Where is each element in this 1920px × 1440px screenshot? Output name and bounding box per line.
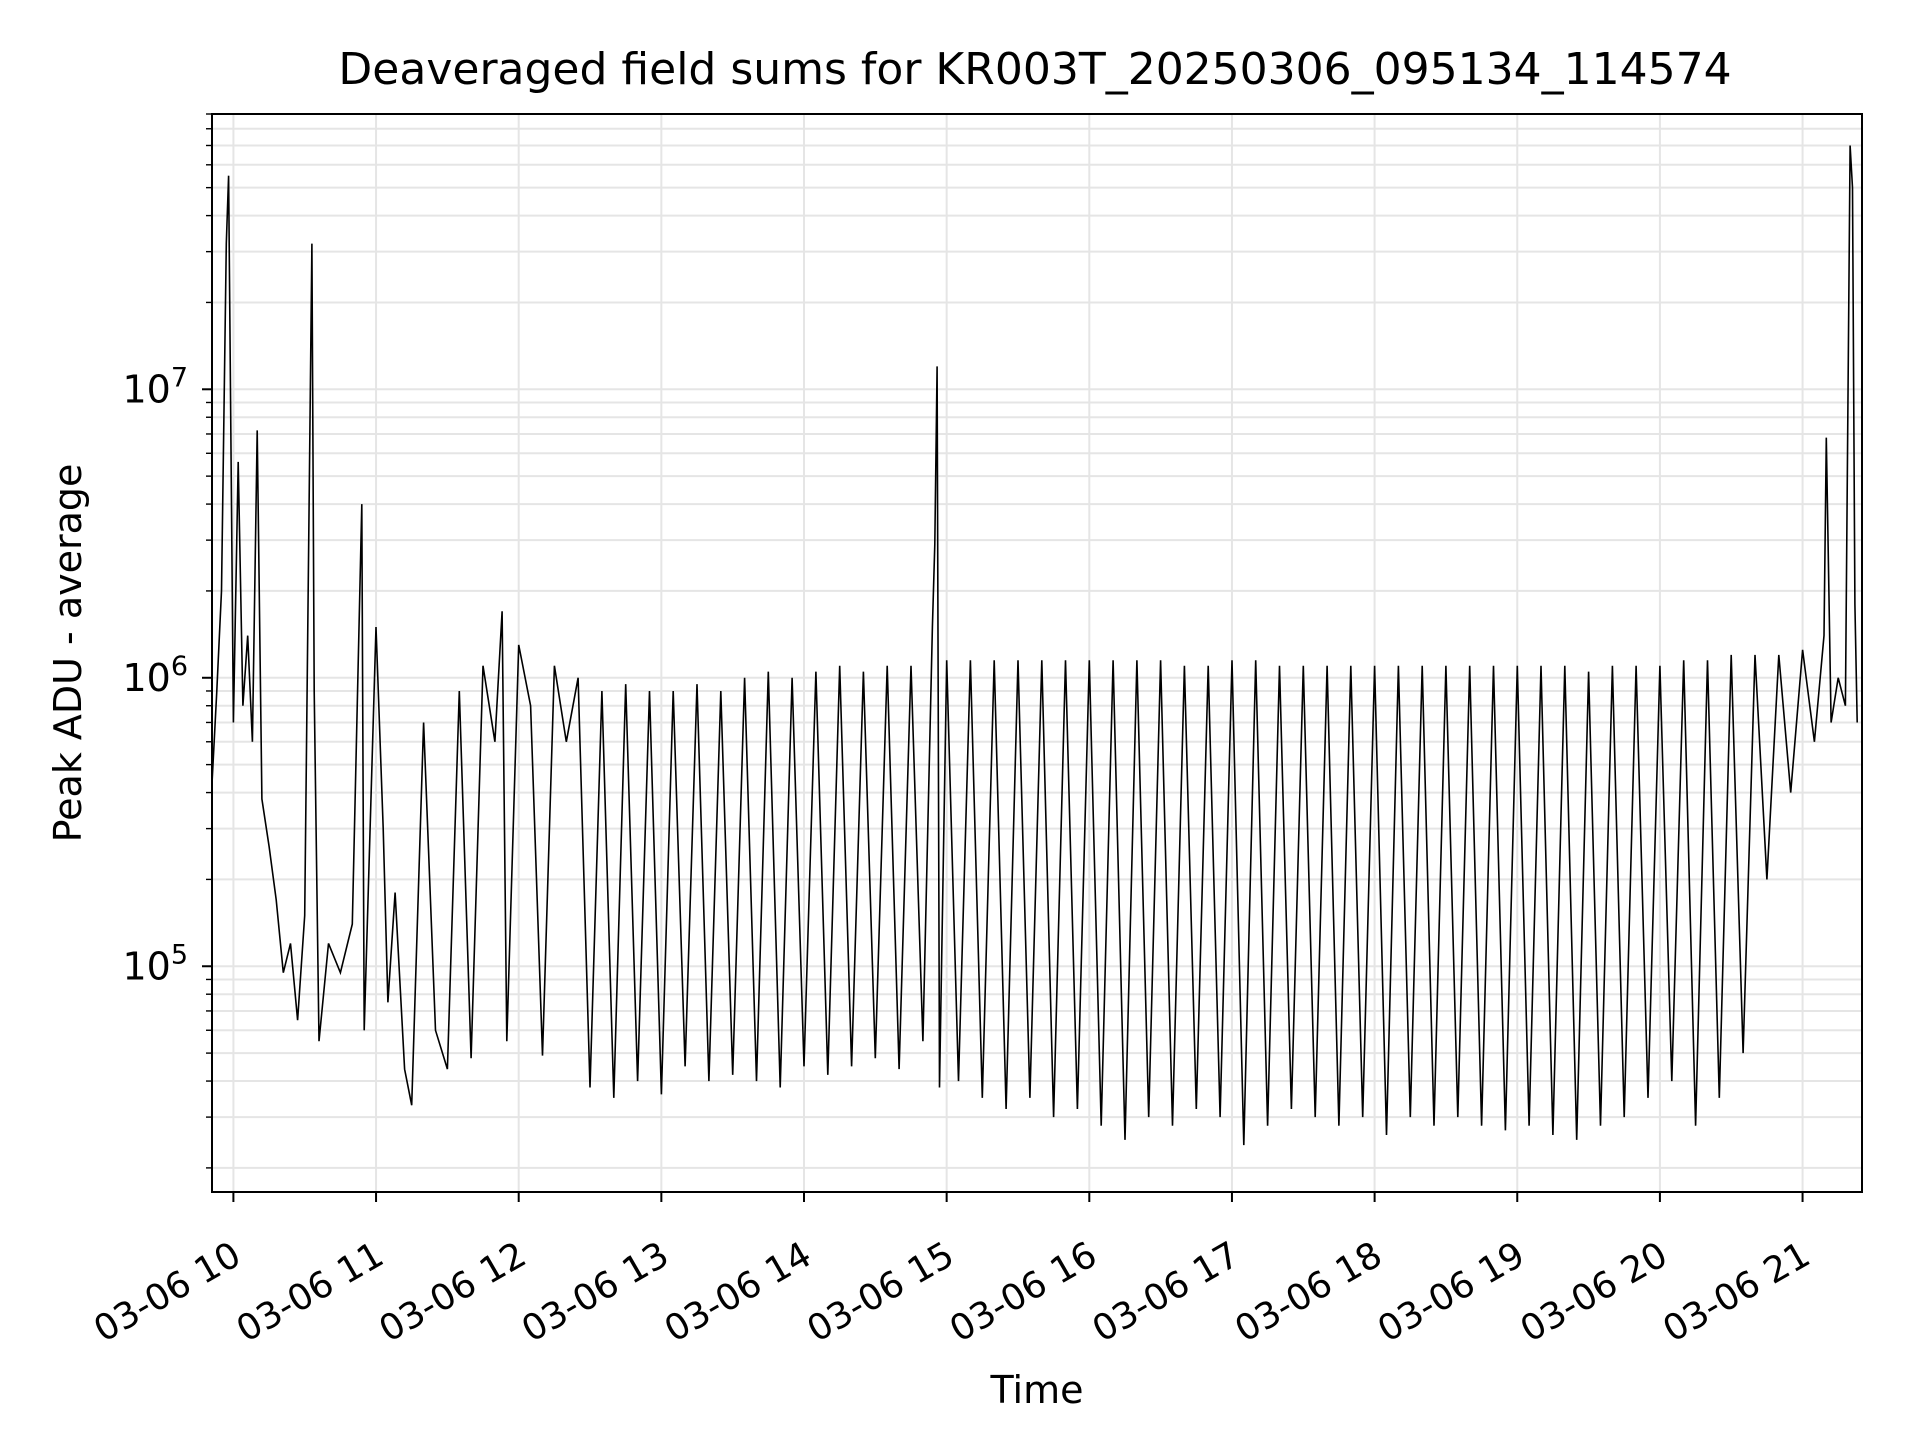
y-tick-label: 107 <box>122 362 188 411</box>
x-axis-label: Time <box>990 1368 1084 1412</box>
y-tick-label: 105 <box>122 939 188 988</box>
y-axis: 105 106 107 <box>122 113 212 1169</box>
y-tick-label: 106 <box>122 651 188 700</box>
x-tick-label: 03-06 17 <box>1086 1234 1247 1350</box>
x-tick-label: 03-06 10 <box>87 1234 248 1350</box>
x-tick-label: 03-06 18 <box>1228 1234 1389 1350</box>
x-tick-label: 03-06 20 <box>1514 1234 1675 1350</box>
x-tick-label: 03-06 16 <box>943 1234 1104 1350</box>
plot-frame <box>211 113 1863 1193</box>
y-axis-label: Peak ADU - average <box>46 464 90 843</box>
x-tick-label: 03-06 11 <box>230 1234 391 1350</box>
x-tick-label: 03-06 13 <box>515 1234 676 1350</box>
x-tick-label: 03-06 19 <box>1371 1234 1532 1350</box>
chart-title: Deaveraged field sums for KR003T_2025030… <box>338 44 1731 95</box>
series-group <box>211 145 1858 1146</box>
x-tick-label: 03-06 21 <box>1656 1234 1817 1350</box>
grid <box>212 113 1862 1192</box>
x-tick-label: 03-06 12 <box>373 1234 534 1350</box>
x-tick-label: 03-06 14 <box>658 1234 819 1350</box>
x-tick-label: 03-06 15 <box>800 1234 961 1350</box>
series-line <box>211 145 1858 1146</box>
